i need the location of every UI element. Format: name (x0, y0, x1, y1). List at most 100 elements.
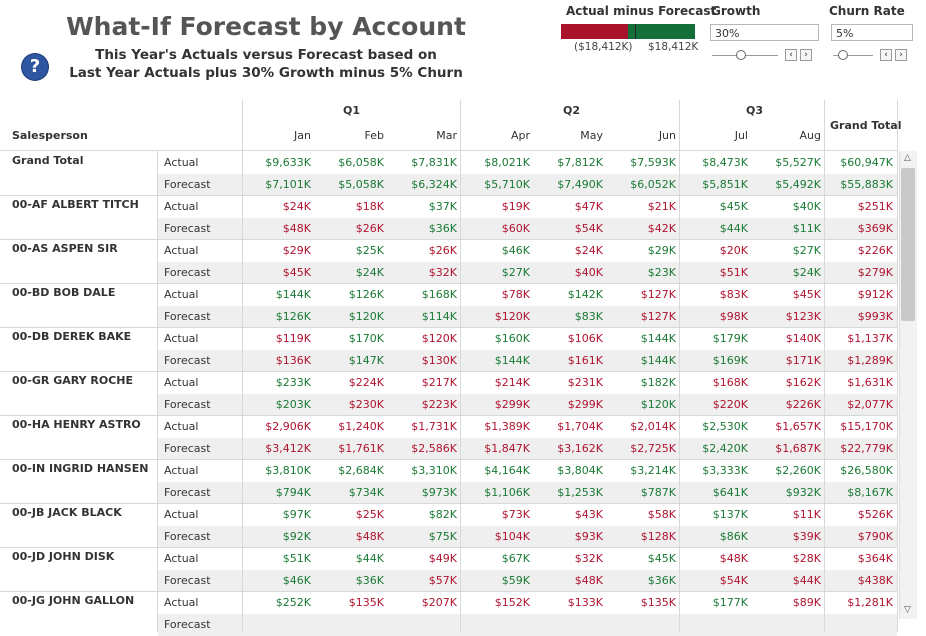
forecast-value-cell[interactable]: $279K (857, 266, 893, 279)
forecast-value-cell[interactable]: $48K (574, 574, 603, 587)
forecast-value-cell[interactable]: $144K (640, 354, 676, 367)
salesperson-name[interactable]: 00-BD BOB DALE (12, 286, 116, 299)
actual-value-cell[interactable]: $364K (857, 552, 893, 565)
actual-value-cell[interactable]: $37K (428, 200, 457, 213)
actual-value-cell[interactable]: $2,684K (338, 464, 384, 477)
actual-value-cell[interactable]: $26,580K (840, 464, 893, 477)
actual-value-cell[interactable]: $168K (421, 288, 457, 301)
forecast-value-cell[interactable]: $45K (282, 266, 311, 279)
forecast-value-cell[interactable]: $641K (712, 486, 748, 499)
salesperson-name[interactable]: 00-DB DEREK BAKE (12, 330, 132, 343)
forecast-value-cell[interactable]: $8,167K (847, 486, 893, 499)
forecast-value-cell[interactable]: $3,412K (265, 442, 311, 455)
forecast-value-cell[interactable]: $93K (574, 530, 603, 543)
actual-value-cell[interactable]: $214K (494, 376, 530, 389)
forecast-value-cell[interactable]: $60K (501, 222, 530, 235)
forecast-value-cell[interactable]: $130K (421, 354, 457, 367)
scrollbar-thumb[interactable] (901, 168, 915, 321)
salesperson-name[interactable]: Grand Total (12, 154, 84, 167)
actual-value-cell[interactable]: $1,704K (557, 420, 603, 433)
help-icon[interactable]: ? (22, 54, 48, 80)
actual-value-cell[interactable]: $135K (348, 596, 384, 609)
actual-value-cell[interactable]: $224K (348, 376, 384, 389)
actual-value-cell[interactable]: $144K (275, 288, 311, 301)
forecast-value-cell[interactable]: $169K (712, 354, 748, 367)
actual-value-cell[interactable]: $9,633K (265, 156, 311, 169)
actual-value-cell[interactable]: $51K (282, 552, 311, 565)
actual-value-cell[interactable]: $207K (421, 596, 457, 609)
actual-value-cell[interactable]: $127K (640, 288, 676, 301)
forecast-value-cell[interactable]: $54K (574, 222, 603, 235)
actual-value-cell[interactable]: $226K (857, 244, 893, 257)
growth-slider-thumb[interactable] (736, 50, 746, 60)
actual-value-cell[interactable]: $126K (348, 288, 384, 301)
forecast-value-cell[interactable]: $23K (647, 266, 676, 279)
forecast-value-cell[interactable]: $27K (501, 266, 530, 279)
growth-input[interactable]: 30% (710, 24, 819, 41)
forecast-value-cell[interactable]: $203K (275, 398, 311, 411)
forecast-value-cell[interactable]: $5,492K (775, 178, 821, 191)
forecast-value-cell[interactable]: $36K (355, 574, 384, 587)
forecast-value-cell[interactable]: $24K (792, 266, 821, 279)
forecast-value-cell[interactable]: $48K (282, 222, 311, 235)
forecast-value-cell[interactable]: $92K (282, 530, 311, 543)
actual-value-cell[interactable]: $162K (785, 376, 821, 389)
actual-value-cell[interactable]: $44K (355, 552, 384, 565)
forecast-value-cell[interactable]: $299K (494, 398, 530, 411)
actual-value-cell[interactable]: $29K (282, 244, 311, 257)
forecast-value-cell[interactable]: $226K (785, 398, 821, 411)
forecast-value-cell[interactable]: $57K (428, 574, 457, 587)
forecast-value-cell[interactable]: $1,106K (484, 486, 530, 499)
forecast-value-cell[interactable]: $5,058K (338, 178, 384, 191)
actual-value-cell[interactable]: $40K (792, 200, 821, 213)
forecast-value-cell[interactable]: $36K (647, 574, 676, 587)
forecast-value-cell[interactable]: $44K (719, 222, 748, 235)
actual-value-cell[interactable]: $3,310K (411, 464, 457, 477)
salesperson-name[interactable]: 00-JD JOHN DISK (12, 550, 115, 563)
actual-value-cell[interactable]: $58K (647, 508, 676, 521)
forecast-value-cell[interactable]: $136K (275, 354, 311, 367)
actual-value-cell[interactable]: $120K (421, 332, 457, 345)
salesperson-name[interactable]: 00-AS ASPEN SIR (12, 242, 118, 255)
forecast-value-cell[interactable]: $40K (574, 266, 603, 279)
actual-value-cell[interactable]: $1,240K (338, 420, 384, 433)
forecast-value-cell[interactable]: $24K (355, 266, 384, 279)
forecast-value-cell[interactable]: $932K (785, 486, 821, 499)
forecast-value-cell[interactable]: $369K (857, 222, 893, 235)
actual-value-cell[interactable]: $78K (501, 288, 530, 301)
forecast-value-cell[interactable]: $6,324K (411, 178, 457, 191)
actual-value-cell[interactable]: $20K (719, 244, 748, 257)
forecast-value-cell[interactable]: $48K (355, 530, 384, 543)
actual-value-cell[interactable]: $11K (792, 508, 821, 521)
actual-value-cell[interactable]: $135K (640, 596, 676, 609)
forecast-value-cell[interactable]: $171K (785, 354, 821, 367)
actual-value-cell[interactable]: $25K (355, 244, 384, 257)
actual-value-cell[interactable]: $83K (719, 288, 748, 301)
actual-value-cell[interactable]: $67K (501, 552, 530, 565)
forecast-value-cell[interactable]: $734K (348, 486, 384, 499)
actual-value-cell[interactable]: $2,906K (265, 420, 311, 433)
actual-value-cell[interactable]: $49K (428, 552, 457, 565)
salesperson-name[interactable]: 00-AF ALBERT TITCH (12, 198, 139, 211)
forecast-value-cell[interactable]: $147K (348, 354, 384, 367)
actual-value-cell[interactable]: $15,170K (840, 420, 893, 433)
forecast-value-cell[interactable]: $1,289K (847, 354, 893, 367)
forecast-value-cell[interactable]: $55,883K (840, 178, 893, 191)
forecast-value-cell[interactable]: $83K (574, 310, 603, 323)
actual-value-cell[interactable]: $106K (567, 332, 603, 345)
actual-value-cell[interactable]: $912K (857, 288, 893, 301)
actual-value-cell[interactable]: $21K (647, 200, 676, 213)
actual-value-cell[interactable]: $2,260K (775, 464, 821, 477)
forecast-value-cell[interactable]: $3,162K (557, 442, 603, 455)
salesperson-name[interactable]: 00-JB JACK BLACK (12, 506, 122, 519)
forecast-value-cell[interactable]: $1,687K (775, 442, 821, 455)
actual-value-cell[interactable]: $231K (567, 376, 603, 389)
actual-value-cell[interactable]: $8,473K (702, 156, 748, 169)
actual-value-cell[interactable]: $233K (275, 376, 311, 389)
actual-value-cell[interactable]: $3,804K (557, 464, 603, 477)
salesperson-name[interactable]: 00-HA HENRY ASTRO (12, 418, 141, 431)
forecast-value-cell[interactable]: $128K (640, 530, 676, 543)
forecast-value-cell[interactable]: $59K (501, 574, 530, 587)
actual-value-cell[interactable]: $251K (857, 200, 893, 213)
actual-value-cell[interactable]: $45K (792, 288, 821, 301)
